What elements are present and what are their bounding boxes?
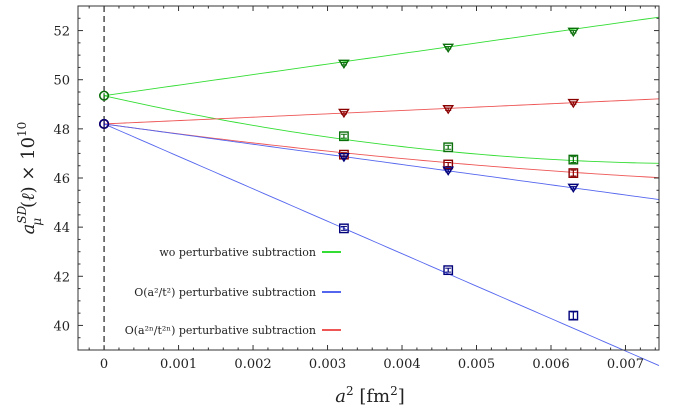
square-marker — [443, 142, 454, 153]
x-tick-label: 0.002 — [234, 357, 271, 372]
square-marker — [339, 131, 349, 142]
continuum-point — [98, 90, 110, 101]
y-axis-label: aSDμ(ℓ) × 1010 — [15, 122, 44, 235]
square-marker — [443, 265, 454, 276]
legend-label: wo perturbative subtraction — [159, 246, 316, 259]
square-marker — [568, 310, 579, 321]
fit-line-green — [104, 16, 660, 97]
axes: 0 0.001 0.002 0.003 0.004 0.005 0.006 0.007 40 42… — [53, 5, 660, 372]
fit-line-blue — [104, 123, 660, 200]
fit-lines — [103, 16, 660, 366]
fit-line-green — [103, 95, 660, 164]
x-tick-label: 0.001 — [160, 357, 197, 372]
y-tick-label: 40 — [53, 319, 70, 334]
x-tick-label: 0 — [100, 357, 108, 372]
triangle-marker — [442, 105, 455, 115]
square-marker — [568, 154, 579, 165]
square-marker — [339, 223, 349, 234]
x-tick-label: 0.004 — [383, 357, 420, 372]
data-markers — [98, 27, 580, 321]
square-marker — [443, 159, 454, 170]
y-tick-label: 42 — [53, 270, 70, 285]
triangle-marker — [442, 166, 455, 176]
y-tick-label: 52 — [53, 25, 70, 40]
x-tick-label: 0.005 — [458, 357, 495, 372]
x-tick-label: 0.007 — [607, 357, 644, 372]
y-tick-label: 44 — [53, 221, 70, 236]
x-axis-label: a2 [fm2] — [335, 384, 405, 407]
triangle-marker — [567, 27, 580, 38]
y-tick-label: 46 — [53, 172, 70, 187]
legend: wo perturbative subtraction O(a²/t²) pert… — [125, 246, 341, 337]
y-tick-label: 50 — [53, 74, 70, 89]
triangle-marker — [338, 152, 350, 163]
continuum-point — [98, 118, 110, 130]
triangle-marker — [567, 183, 580, 194]
x-tick-label: 0.006 — [532, 357, 569, 372]
triangle-marker — [338, 108, 350, 119]
fit-line-red — [104, 98, 660, 125]
square-marker — [568, 168, 579, 178]
y-tick-label: 48 — [53, 123, 70, 138]
legend-label: O(a²ⁿ/t²ⁿ) perturbative subtraction — [125, 324, 316, 337]
triangle-marker — [567, 98, 580, 109]
x-tick-label: 0.003 — [309, 357, 346, 372]
triangle-marker — [442, 43, 455, 54]
triangle-marker — [338, 59, 350, 69]
legend-label: O(a²/t²) perturbative subtraction — [134, 286, 316, 299]
fit-line-blue — [103, 123, 660, 366]
